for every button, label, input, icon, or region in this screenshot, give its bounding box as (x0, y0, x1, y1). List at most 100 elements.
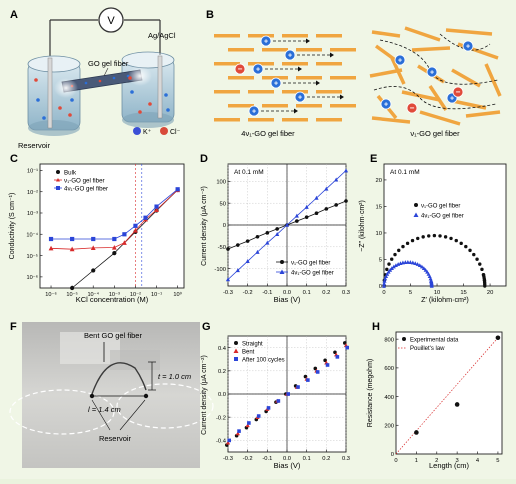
data-point-e-0 (475, 257, 479, 261)
data-point-c-2 (112, 236, 117, 242)
x-tick-label: 10⁻¹ (151, 292, 162, 298)
data-point-d-0 (344, 199, 348, 203)
data-point-g-2 (325, 363, 330, 367)
ylabel-g: Current density (μA cm⁻²) (201, 355, 208, 435)
panel-b: B ++++++− +++++−− 4ν₁-GO gel fiber ν₁-GO… (206, 9, 502, 138)
cation-sign: + (298, 95, 302, 102)
data-point-e-1 (382, 281, 387, 286)
cl-ion-icon (160, 127, 168, 135)
data-point-d-0 (304, 215, 309, 219)
data-point-h (495, 335, 501, 341)
data-point-e-1 (389, 266, 394, 270)
data-point-e-1 (413, 261, 418, 265)
data-point-e-0 (421, 235, 425, 239)
data-point-e-0 (472, 252, 476, 257)
data-point-g-2 (276, 399, 281, 403)
legend-d: ν₁-GO gel fiber 4ν₁-GO gel fiber (276, 260, 334, 277)
data-point-d-1 (235, 268, 240, 273)
ions (34, 76, 170, 120)
y-tick-label: 10⁻¹ (27, 169, 38, 175)
data-point-e-0 (432, 233, 437, 238)
go-sheet (484, 63, 502, 97)
data-point-d-1 (314, 195, 319, 200)
x-tick-label: 0.1 (303, 456, 311, 462)
y-tick-label: 10⁻⁴ (26, 231, 38, 238)
legend-e: ν₁-GO gel fiber 4ν₁-GO gel fiber (413, 203, 464, 220)
cation-sign: + (274, 81, 278, 88)
cation-sign: + (264, 39, 268, 46)
data-point-d-0 (275, 227, 279, 231)
y-tick-label: 10⁻³ (27, 211, 38, 217)
y-tick-label: 0 (223, 223, 226, 229)
x-tick-label: 5 (409, 290, 412, 296)
data-point-c-2 (175, 187, 180, 192)
go-sheet (248, 90, 274, 94)
go-sheet (214, 62, 240, 66)
data-point-g-2 (315, 370, 320, 374)
ion-path-arrow (298, 66, 302, 72)
data-point-d-0 (245, 239, 250, 243)
data-point-d-1 (324, 186, 329, 191)
x-tick-label: 0.2 (322, 290, 330, 296)
data-point-d-1 (275, 231, 280, 236)
go-sheet (465, 110, 501, 118)
go-sheet (248, 34, 274, 38)
data-point-e-1 (382, 278, 387, 283)
cation-icon (284, 49, 296, 61)
data-point-g-2 (256, 414, 261, 418)
data-point-e-0 (405, 241, 410, 246)
thickness-label: t = 1.0 cm (158, 372, 191, 381)
y-tick-label: 10 (376, 231, 382, 237)
y-tick-label: 0.0 (218, 392, 226, 398)
x-tick-label: -0.3 (223, 456, 233, 462)
data-point-c-0 (70, 285, 75, 291)
x-tick-label: 10⁰ (173, 291, 182, 298)
x-tick-label: 4 (476, 458, 480, 464)
plot-e: 0 5 10 15 20 20 15 10 5 0 (376, 178, 494, 296)
go-sheet (296, 104, 322, 108)
legend-c-bulk: Bulk (64, 170, 77, 177)
panel-h-letter: H (372, 321, 380, 333)
data-point-g-2 (296, 385, 300, 389)
data-point-c-2 (48, 236, 54, 242)
cation-sign: + (288, 53, 292, 60)
data-point-d-1 (334, 177, 339, 182)
xlabel-c: KCl concentration (M) (76, 295, 149, 304)
data-point-e-1 (417, 263, 422, 268)
ion-path-arrow (330, 52, 334, 58)
y-tick-label: 100 (216, 180, 226, 186)
glow-right (128, 66, 152, 86)
go-sheet (228, 104, 254, 108)
reservoir-outline-right (116, 383, 214, 429)
x-tick-label: 0.3 (342, 290, 350, 296)
data-point-g-2 (247, 421, 251, 425)
legend-d-v1: ν₁-GO gel fiber (291, 261, 330, 267)
x-tick-label: 10⁻⁶ (45, 291, 56, 298)
k-ion-icon (133, 127, 141, 135)
caption-4v1: 4ν₁-GO gel fiber (241, 129, 295, 138)
data-point-e-0 (468, 248, 472, 253)
reservoir-right (121, 51, 175, 128)
go-sheet (371, 30, 401, 38)
voltmeter-icon (98, 7, 124, 33)
panel-g-letter: G (202, 321, 211, 333)
data-point-e-0 (410, 238, 415, 243)
go-sheet (316, 118, 342, 122)
x-tick-label: 20 (487, 290, 493, 296)
data-point-c-2 (91, 236, 96, 242)
x-tick-label: 5 (496, 458, 499, 464)
x-tick-label: -0.1 (262, 290, 272, 296)
data-point-d-0 (324, 207, 329, 211)
cation-icon (394, 54, 406, 66)
legend-c: Bulk ν₁-GO gel fiber 4ν₁-GO gel fiber (54, 170, 108, 193)
go-sheet (330, 48, 356, 52)
x-tick-label: 10⁻³ (109, 292, 120, 298)
x-tick-label: -0.1 (262, 456, 272, 462)
xlabel-h: Length (cm) (429, 461, 470, 470)
data-point-d-1 (225, 277, 231, 282)
y-tick-label: 0 (391, 452, 394, 458)
data-point-e-1 (428, 276, 433, 281)
legend-g-bent: Bent (242, 350, 255, 356)
electrode-left (47, 57, 53, 129)
